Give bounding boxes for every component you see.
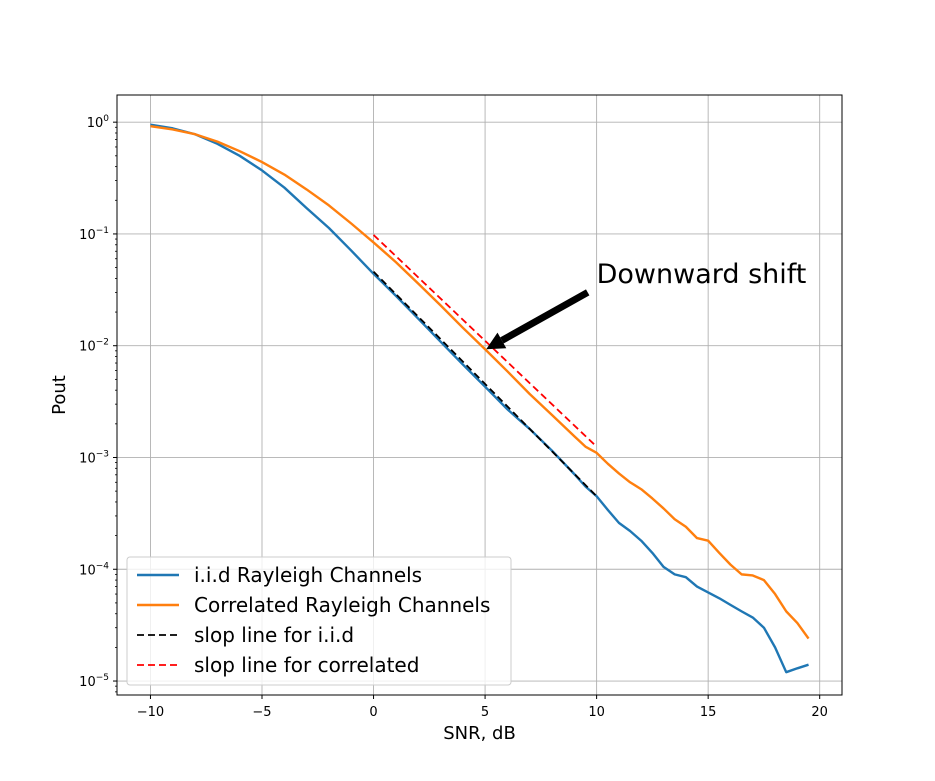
y-tick-base: 10 [79,563,96,578]
y-tick-base: 10 [79,451,96,466]
series-line-1 [150,125,810,640]
x-tick-label: 20 [811,705,828,720]
y-tick-label: 10−1 [79,226,109,243]
annotation: Downward shift [486,259,807,350]
y-tick-base: 10 [79,675,96,690]
x-tick-label: 15 [700,705,717,720]
annotation-arrow-shaft [500,289,590,344]
y-tick-label: 10−5 [79,673,109,690]
x-tick-label: 5 [481,705,489,720]
annotation-text: Downward shift [597,259,807,290]
series-line-2 [372,270,598,497]
y-tick-label: 10−3 [79,449,109,466]
legend-label-1: Correlated Rayleigh Channels [194,593,490,617]
y-tick-exponent: −1 [96,226,109,236]
y-tick-exponent: −3 [96,449,109,459]
legend-box [126,556,512,686]
y-tick-exponent: −5 [96,673,109,683]
y-tick-exponent: −2 [96,338,109,348]
grid [117,95,842,695]
x-tick-label: 0 [369,705,377,720]
y-tick-label: 10−4 [79,561,109,578]
legend-label-3: slop line for correlated [194,653,419,677]
x-tick-label: 10 [588,705,605,720]
x-tick-label: −10 [137,705,164,720]
x-axis-label: SNR, dB [443,723,516,744]
y-tick-label: 100 [87,114,110,131]
y-tick-base: 10 [79,228,96,243]
y-tick-base: 10 [79,340,96,355]
legend: i.i.d Rayleigh Channels Correlated Raylei… [126,556,512,686]
x-tick-label: −5 [252,705,271,720]
y-tick-base: 10 [87,116,104,131]
legend-label-0: i.i.d Rayleigh Channels [194,563,422,587]
legend-label-2: slop line for i.i.d [194,623,354,647]
series-line-3 [372,234,598,448]
y-tick-label: 10−2 [79,338,109,355]
series-line-0 [150,123,809,674]
annotation-arrow-head [486,332,507,350]
y-tick-exponent: 0 [103,114,109,124]
plot-frame [116,94,843,696]
y-axis-label: Pout [49,375,70,415]
y-tick-exponent: −4 [96,561,110,571]
plot-lines [150,123,810,674]
